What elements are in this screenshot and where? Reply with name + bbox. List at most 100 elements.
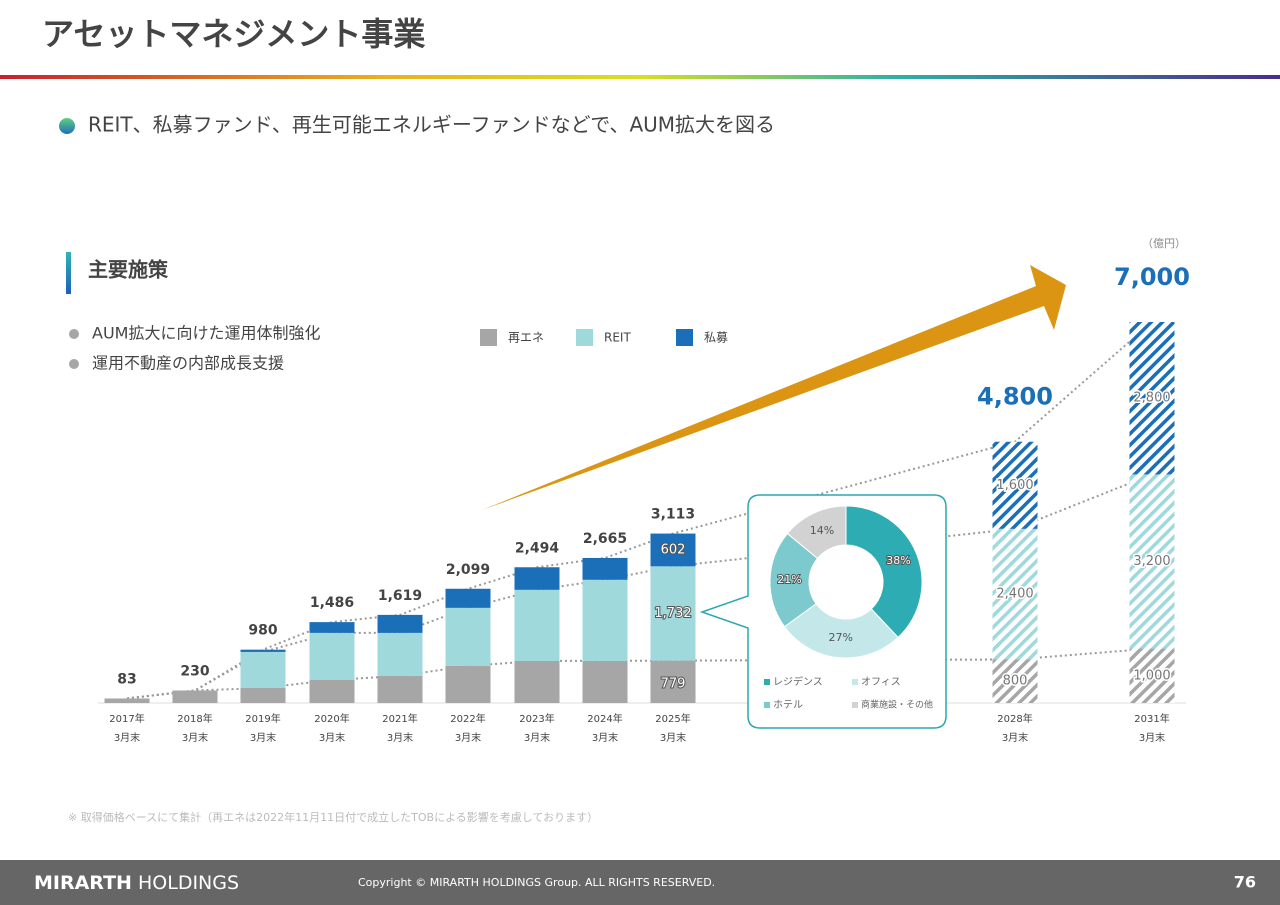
unit-label: （億円） — [1142, 237, 1186, 250]
heading-bar — [66, 252, 71, 294]
bullet: 運用不動産の内部成長支援 — [92, 354, 284, 373]
x-tick-label: 2028年 — [997, 712, 1032, 725]
bar-segment — [992, 659, 1038, 703]
bar-segment — [514, 660, 560, 703]
subtitle: REIT、私募ファンド、再生可能エネルギーファンドなどで、AUM拡大を図る — [88, 113, 775, 137]
x-tick-label: 2018年 — [177, 712, 212, 725]
x-tick-label: 3月末 — [114, 731, 140, 744]
legend-label: ホテル — [773, 699, 803, 711]
x-tick-label: 3月末 — [455, 731, 481, 744]
x-tick-label: 3月末 — [250, 731, 276, 744]
legend-swatch — [576, 329, 593, 346]
total-label: 4,800 — [977, 383, 1053, 411]
total-label: 2,099 — [446, 562, 490, 578]
x-tick-label: 3月末 — [182, 731, 208, 744]
donut-chart: 38% レジデンス 27% オフィス 21% ホテル 14% 商業施設・その他 — [764, 505, 933, 711]
bar-segment — [992, 528, 1038, 660]
x-tick-label: 2023年 — [519, 712, 554, 725]
legend-label: 再エネ — [508, 331, 544, 345]
bullet: AUM拡大に向けた運用体制強化 — [92, 324, 320, 343]
brand-bold: MIRARTH — [34, 872, 132, 894]
bar-segment — [1129, 322, 1175, 475]
footer-bar — [0, 860, 1280, 905]
trend-line — [126, 473, 1153, 700]
bar-segment — [1129, 474, 1175, 649]
legend-label: レジデンス — [773, 675, 823, 688]
slice-label: 21% — [777, 573, 801, 586]
donut-slice — [786, 505, 847, 560]
x-tick-label: 2025年 — [655, 712, 690, 725]
bar-segment — [1129, 648, 1175, 703]
slice-label: 14% — [810, 524, 834, 537]
segment-label: 779 — [661, 676, 686, 691]
x-tick-label: 3月末 — [660, 731, 686, 744]
total-label: 2,494 — [515, 540, 560, 556]
segment-label: 3,200 — [1133, 554, 1170, 569]
slice-label: 38% — [886, 554, 910, 567]
bullet-dot — [69, 359, 79, 369]
brand: MIRARTH HOLDINGS — [34, 872, 239, 894]
x-tick-label: 2022年 — [450, 712, 485, 725]
legend-swatch — [676, 329, 693, 346]
total-label: 2,665 — [583, 531, 627, 547]
bar-segment — [582, 579, 628, 661]
x-tick-label: 3月末 — [524, 731, 550, 744]
x-tick-label: 2017年 — [109, 712, 144, 725]
slice-label: 27% — [828, 631, 852, 644]
legend-label: オフィス — [861, 676, 901, 688]
bar-segment — [309, 632, 355, 680]
footnote: ※ 取得価格ベースにて集計（再エネは2022年11月11日付で成立したTOBによ… — [68, 810, 598, 824]
bar-chart: （億円） 再エネ REIT 私募 83 2017年 3月末 230 2018年 3月末 980 201… — [98, 237, 1190, 744]
legend-label: 私募 — [704, 331, 728, 345]
x-tick-label: 3月末 — [319, 731, 345, 744]
bar-segment — [104, 698, 150, 703]
x-tick-label: 3月末 — [1139, 731, 1165, 744]
legend-swatch — [764, 702, 770, 708]
bar-segment — [650, 533, 696, 567]
total-label: 230 — [180, 663, 209, 679]
x-tick-label: 2021年 — [382, 712, 417, 725]
segment-label: 800 — [1003, 674, 1028, 689]
trend-line — [126, 321, 1153, 700]
page-number: 76 — [1234, 873, 1256, 892]
total-label: 1,619 — [378, 588, 422, 604]
bar-segment — [309, 622, 355, 633]
legend-label: 商業施設・その他 — [861, 699, 933, 711]
total-label: 1,486 — [310, 595, 354, 611]
bar-segment — [445, 607, 491, 666]
legend-label: REIT — [604, 331, 631, 345]
bar-segment — [240, 651, 286, 688]
bar-segment — [582, 557, 628, 580]
donut-slice — [783, 603, 899, 659]
bar-segment — [172, 690, 218, 703]
x-tick-label: 2031年 — [1134, 712, 1169, 725]
segment-label: 2,800 — [1133, 391, 1170, 406]
x-tick-label: 2020年 — [314, 712, 349, 725]
bar-segment — [650, 660, 696, 703]
legend-swatch — [852, 702, 858, 708]
legend-swatch — [764, 679, 770, 685]
bar-segment — [514, 567, 560, 590]
x-tick-label: 3月末 — [592, 731, 618, 744]
title: アセットマネジメント事業 — [42, 15, 425, 53]
bullet-dot — [69, 329, 79, 339]
x-tick-label: 3月末 — [1002, 731, 1028, 744]
brand-light: HOLDINGS — [138, 872, 239, 894]
bar-segment — [377, 675, 423, 703]
segment-label: 1,732 — [654, 606, 691, 621]
legend-swatch — [480, 329, 497, 346]
bar-segment — [445, 665, 491, 703]
heading: 主要施策 — [88, 258, 169, 282]
bar-segment — [514, 589, 560, 661]
bar-segment — [377, 614, 423, 633]
bar-segment — [650, 566, 696, 661]
legend-swatch — [852, 679, 858, 685]
segment-label: 602 — [661, 542, 686, 557]
total-label: 7,000 — [1114, 263, 1190, 291]
bar-segment — [309, 679, 355, 703]
bar-segment — [377, 632, 423, 676]
total-label: 3,113 — [651, 507, 695, 523]
segment-label: 2,400 — [996, 587, 1033, 602]
total-label: 980 — [248, 623, 277, 639]
